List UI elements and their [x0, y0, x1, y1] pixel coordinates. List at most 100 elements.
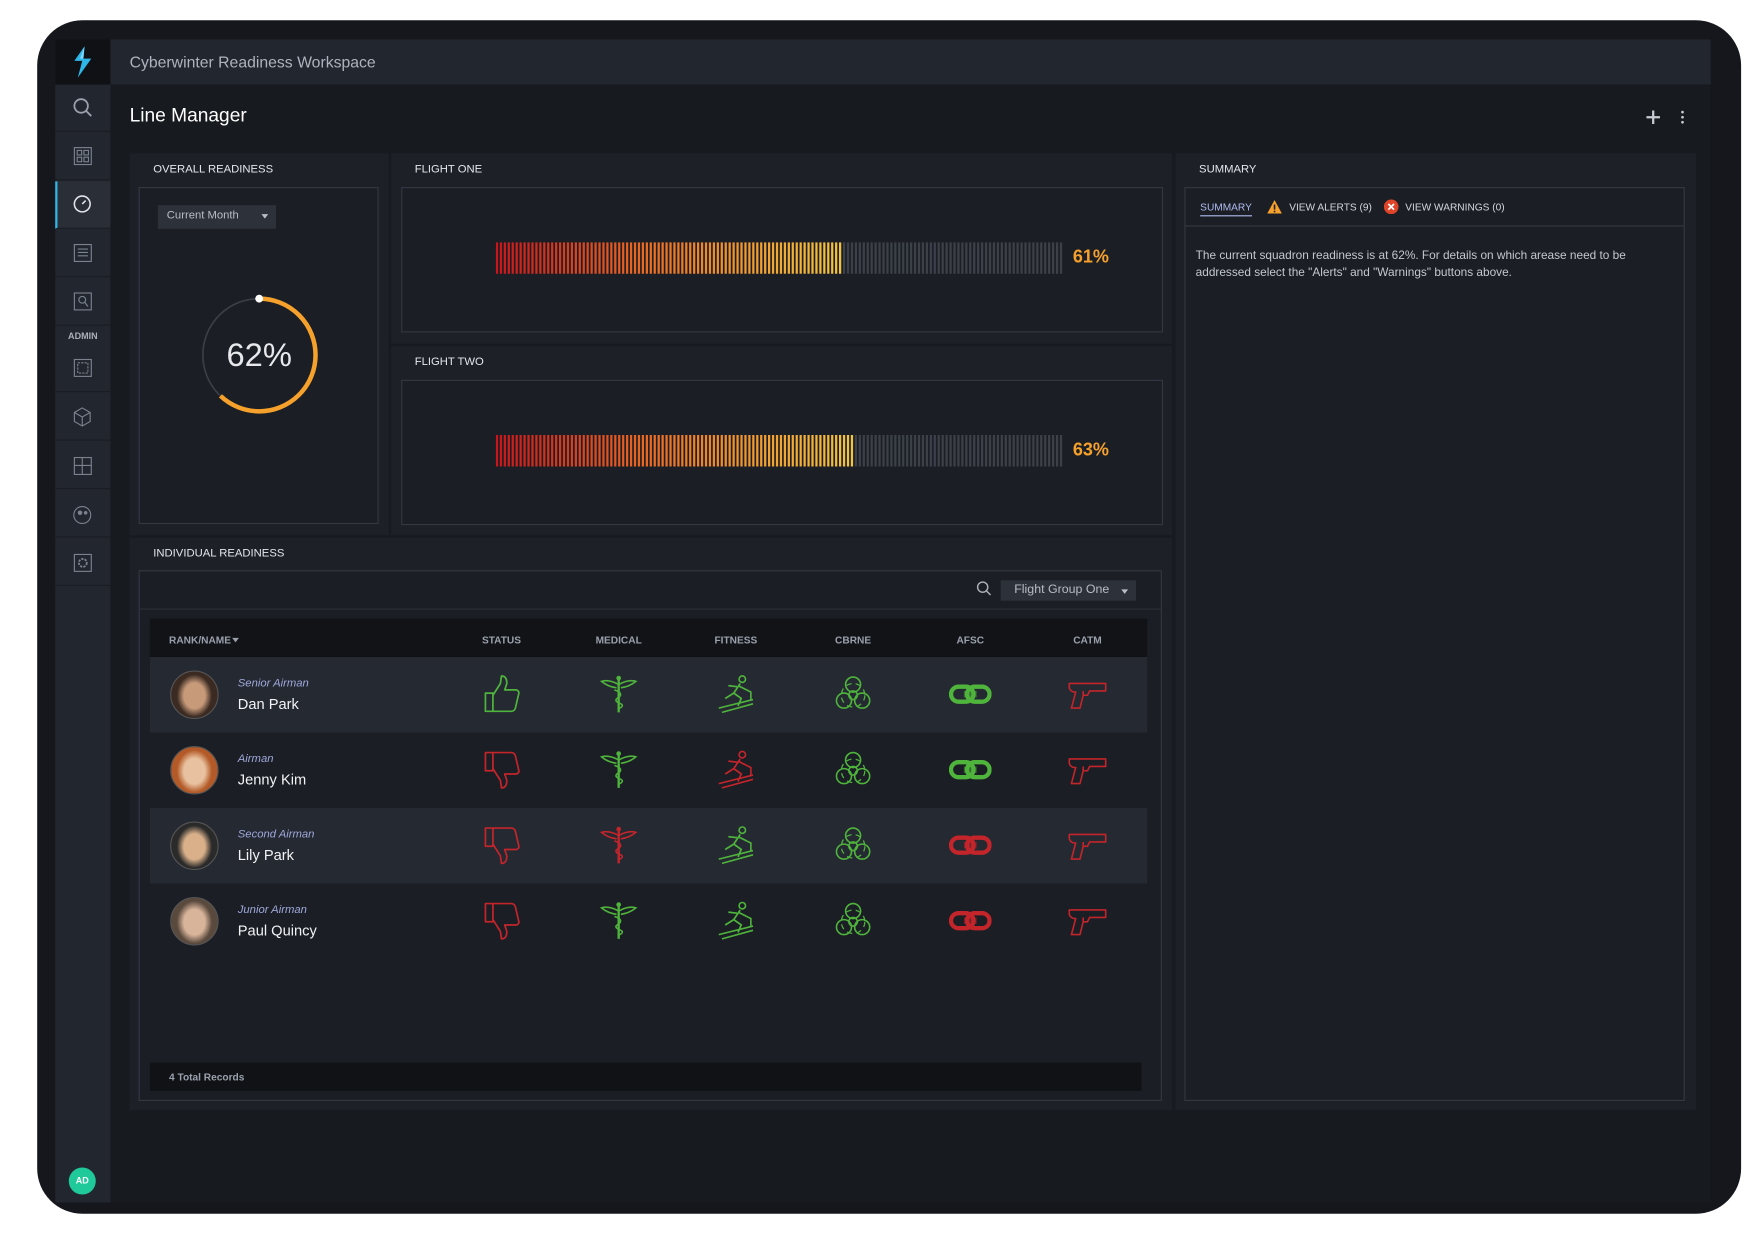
overall-readiness-box	[138, 187, 379, 525]
bar-tick	[1055, 242, 1059, 274]
user-avatar[interactable]: AD	[68, 1167, 96, 1195]
bar-tick	[724, 434, 727, 467]
panel-title: INDIVIDUAL READINESS	[153, 547, 285, 561]
bar-tick	[898, 434, 901, 467]
workspace-name: Cyberwinter Readiness Workspace	[129, 52, 376, 71]
bar-tick	[961, 434, 964, 467]
reports-nav[interactable]	[55, 230, 111, 278]
bar-tick	[992, 242, 996, 274]
bar-tick	[965, 242, 968, 274]
bar-tick	[665, 434, 668, 467]
bar-tick	[827, 434, 830, 467]
bar-tick	[913, 434, 917, 467]
bar-tick	[838, 242, 842, 274]
icon	[951, 838, 990, 853]
bar-tick	[1012, 434, 1015, 467]
bar-tick	[685, 242, 688, 274]
bar-tick	[866, 434, 869, 467]
rank: Second Airman	[237, 828, 315, 841]
bar-tick	[689, 242, 692, 274]
bar-tick	[602, 242, 605, 274]
bar-tick	[1020, 434, 1023, 467]
bar-tick	[712, 434, 716, 467]
bar-tick	[677, 434, 680, 467]
bar-tick	[511, 242, 514, 274]
bar-tick	[988, 242, 992, 274]
bar-tick	[697, 242, 700, 274]
bar-tick	[977, 242, 980, 274]
logo[interactable]	[55, 39, 111, 85]
search-nav[interactable]	[55, 85, 111, 132]
top-bar: Cyberwinter Readiness Workspace	[110, 39, 1711, 85]
bar-tick	[1055, 434, 1059, 467]
bar-tick	[515, 242, 518, 274]
icon	[836, 677, 869, 708]
bar-tick	[728, 242, 731, 274]
add-button[interactable]	[1645, 109, 1661, 125]
admin-users-nav[interactable]	[55, 490, 111, 538]
bar-tick	[850, 434, 854, 467]
bar-tick	[606, 434, 609, 467]
status-icon	[832, 748, 875, 791]
status-icon	[832, 899, 875, 942]
bar-tick	[507, 434, 510, 467]
status-icon	[949, 899, 992, 942]
bar-tick	[677, 242, 680, 274]
admin-settings-nav[interactable]	[55, 539, 111, 586]
summary-tab[interactable]: SUMMARY	[1200, 202, 1252, 217]
bar-tick	[1051, 242, 1055, 274]
readiness-nav[interactable]	[55, 181, 111, 229]
column-header[interactable]: RANK/NAME	[169, 634, 232, 646]
flight-group-dropdown[interactable]: Flight Group One	[1000, 580, 1136, 601]
bar-tick	[700, 242, 704, 274]
bar-tick	[566, 434, 570, 467]
bar-tick	[827, 242, 830, 274]
column-header: STATUS	[481, 634, 522, 646]
readiness-gauge: 62%	[200, 294, 318, 414]
admin-grid-nav[interactable]	[55, 345, 111, 393]
bar-tick	[870, 242, 873, 274]
bar-tick	[535, 434, 538, 467]
more-menu[interactable]	[1677, 109, 1688, 125]
bar-tick	[807, 434, 810, 467]
bar-tick	[1044, 434, 1047, 467]
bar-tick	[760, 434, 763, 467]
icon	[836, 753, 869, 784]
bar-tick	[610, 242, 613, 274]
bar-tick	[937, 434, 940, 467]
bar-tick	[909, 434, 913, 467]
status-icon	[714, 899, 757, 942]
bar-tick	[562, 242, 566, 274]
icon	[73, 358, 92, 377]
alerts-tab[interactable]: VIEW ALERTS (9)	[1289, 201, 1372, 213]
bar-tick	[673, 434, 676, 467]
icon	[73, 98, 92, 117]
bar-tick	[657, 434, 660, 467]
bar-tick	[574, 242, 577, 274]
icon	[485, 828, 518, 863]
bar-tick	[689, 434, 692, 467]
status-icon	[480, 673, 523, 716]
search-button[interactable]	[976, 580, 992, 596]
bar-tick	[1004, 434, 1007, 467]
bar-tick	[835, 242, 838, 274]
dashboard-nav[interactable]	[55, 133, 111, 181]
bar-tick	[854, 434, 858, 467]
bar-tick	[724, 242, 727, 274]
bar-tick	[531, 434, 534, 467]
bar-tick	[503, 242, 506, 274]
admin-layout-nav[interactable]	[55, 442, 111, 490]
bar-tick	[819, 242, 822, 274]
warnings-tab[interactable]: VIEW WARNINGS (0)	[1405, 201, 1505, 213]
admin-package-nav[interactable]	[55, 393, 111, 441]
bar-tick	[610, 434, 613, 467]
inspect-nav[interactable]	[55, 278, 111, 326]
bar-tick	[886, 242, 889, 274]
period-dropdown[interactable]: Current Month	[157, 205, 277, 229]
bar-tick	[775, 434, 779, 467]
bar-tick	[728, 434, 731, 467]
bar-tick	[819, 434, 822, 467]
bar-tick	[929, 434, 932, 467]
tab-divider	[1185, 225, 1684, 227]
